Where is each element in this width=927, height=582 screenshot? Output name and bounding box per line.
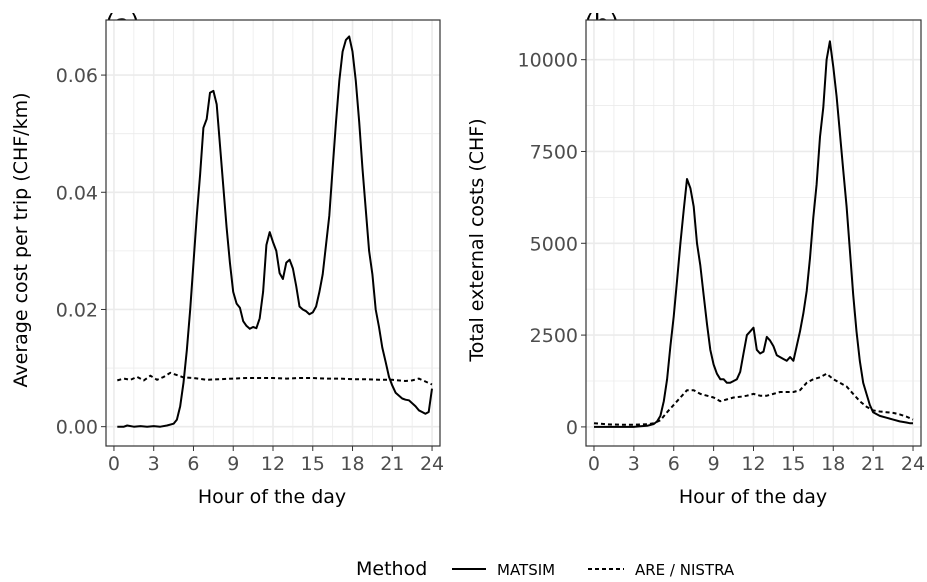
x-tick-label: 18 bbox=[821, 453, 845, 475]
x-tick-label: 0 bbox=[588, 453, 600, 475]
x-tick-label: 24 bbox=[901, 453, 925, 475]
x-tick-label: 9 bbox=[227, 453, 239, 475]
y-tick-label: 0 bbox=[566, 417, 578, 439]
panel-b-ticks: 0 3 6 9 12 15 18 21 24 0 2500 5000 7500 10000 bbox=[518, 50, 926, 475]
x-tick-label: 3 bbox=[628, 453, 640, 475]
legend-label-are-nistra: ARE / NISTRA bbox=[635, 561, 735, 579]
series-line-matsim bbox=[117, 35, 433, 428]
legend-label-matsim: MATSIM bbox=[497, 561, 555, 579]
panel-b-grid bbox=[586, 20, 921, 446]
legend-title: Method bbox=[356, 558, 427, 580]
y-tick-label: 0.06 bbox=[56, 65, 98, 87]
panel-b-y-axis-title: Total external costs (CHF) bbox=[466, 118, 488, 362]
x-tick-label: 12 bbox=[261, 453, 285, 475]
x-tick-label: 15 bbox=[781, 453, 805, 475]
panel-a-y-axis-title: Average cost per trip (CHF/km) bbox=[10, 93, 32, 388]
x-tick-label: 6 bbox=[668, 453, 680, 475]
x-tick-label: 21 bbox=[380, 453, 404, 475]
x-tick-label: 3 bbox=[148, 453, 160, 475]
y-tick-label: 0.02 bbox=[56, 299, 98, 321]
x-tick-label: 18 bbox=[340, 453, 364, 475]
y-tick-label: 0.04 bbox=[56, 182, 98, 204]
series-line-matsim bbox=[594, 40, 913, 428]
series-line-are-nistra bbox=[117, 371, 433, 386]
panel-a-x-axis-title: Hour of the day bbox=[198, 486, 346, 508]
x-tick-label: 15 bbox=[301, 453, 325, 475]
y-tick-label: 10000 bbox=[518, 50, 578, 72]
panel-b-x-axis-title: Hour of the day bbox=[679, 486, 827, 508]
x-tick-label: 21 bbox=[861, 453, 885, 475]
x-tick-label: 0 bbox=[108, 453, 120, 475]
panel-a-ticks: 0 3 6 9 12 15 18 21 24 0.00 0.02 0.04 0.06 bbox=[56, 65, 444, 475]
y-tick-label: 5000 bbox=[530, 233, 578, 255]
y-tick-label: 7500 bbox=[530, 141, 578, 163]
x-tick-label: 24 bbox=[420, 453, 444, 475]
panel-a-lines bbox=[117, 35, 433, 428]
series-line-are-nistra bbox=[593, 372, 914, 426]
x-tick-label: 12 bbox=[741, 453, 765, 475]
y-tick-label: 0.00 bbox=[56, 417, 98, 439]
legend: Method MATSIM ARE / NISTRA bbox=[356, 558, 735, 580]
x-tick-label: 9 bbox=[708, 453, 720, 475]
x-tick-label: 6 bbox=[187, 453, 199, 475]
panel-a-grid bbox=[106, 20, 440, 446]
y-tick-label: 2500 bbox=[530, 325, 578, 347]
panel-b-lines bbox=[593, 40, 914, 428]
